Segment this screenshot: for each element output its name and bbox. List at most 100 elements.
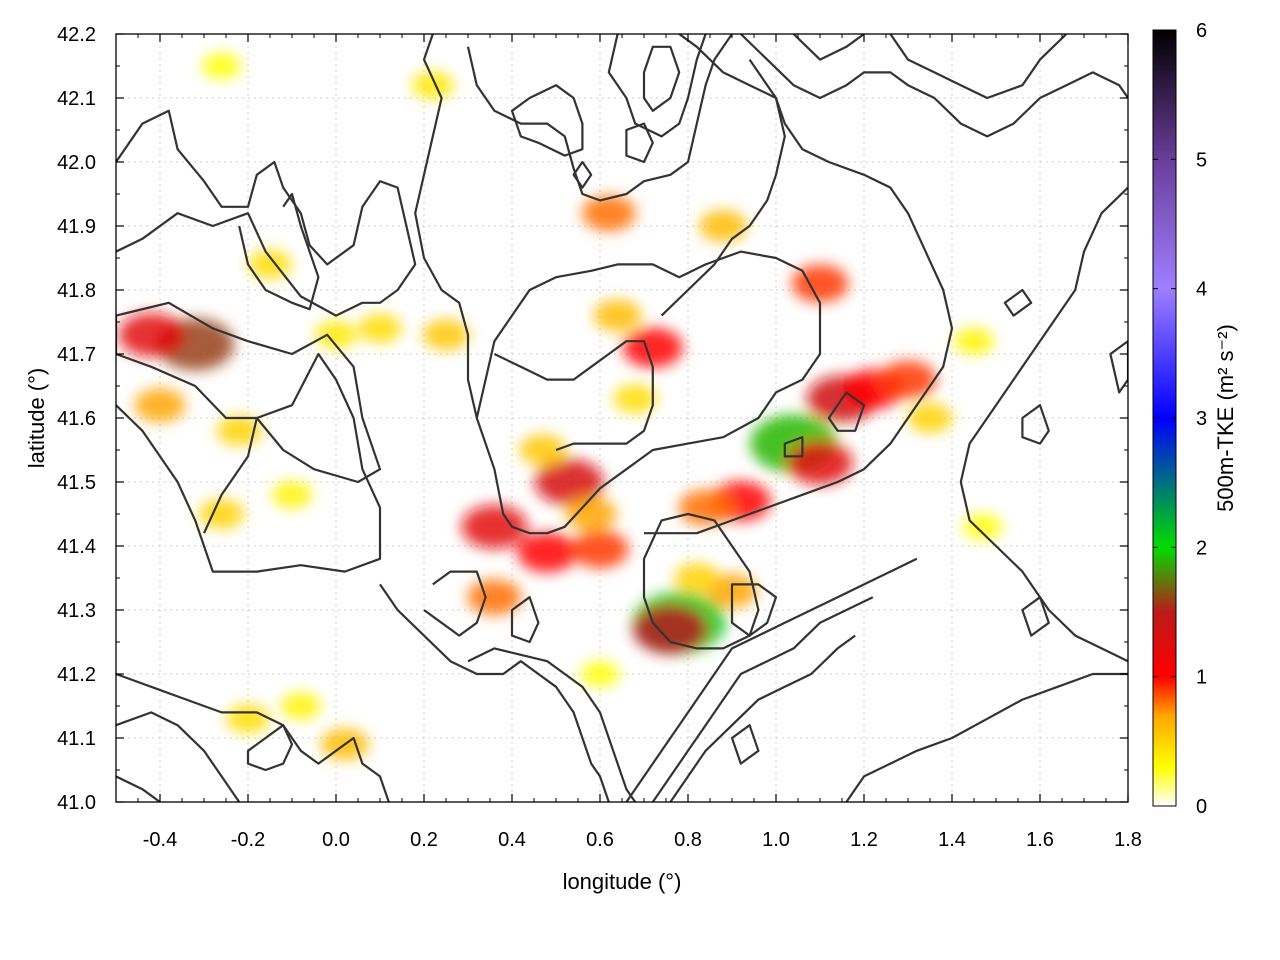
y-tick-label: 41.7	[57, 344, 96, 366]
terrain-contour	[510, 596, 540, 644]
terrain-contour	[792, 34, 865, 61]
y-tick-label: 41.8	[57, 280, 96, 302]
tke-blob	[581, 195, 636, 232]
x-tick-label: 0.0	[322, 829, 350, 851]
y-tick-label: 42.0	[57, 152, 96, 174]
tke-blob	[879, 360, 937, 399]
tke-blob	[280, 692, 322, 720]
terrain-contour	[607, 34, 707, 138]
colorbar-tick-label: 3	[1196, 408, 1207, 430]
terrain-contour	[730, 583, 778, 637]
y-axis-ticks: 41.0 41.1 41.2 41.3 41.4 41.5 41.6 41.7 41.8 41.9…	[57, 24, 1128, 814]
tke-blob	[226, 704, 270, 734]
tke-blob	[519, 434, 567, 466]
tke-blob	[699, 210, 748, 242]
tke-blob	[963, 513, 1003, 540]
tke-blob	[134, 388, 186, 423]
terrain-contour	[1021, 404, 1050, 445]
tke-blob	[467, 579, 522, 616]
tke-blob	[622, 327, 683, 368]
y-tick-label: 41.4	[57, 536, 96, 558]
y-tick-label: 42.1	[57, 88, 96, 110]
tke-blob	[411, 71, 454, 100]
x-tick-label: 1.4	[938, 829, 966, 851]
x-tick-label: 0.4	[498, 829, 526, 851]
terrain-contour	[730, 724, 760, 765]
tke-blob	[358, 313, 402, 343]
terrain-contour	[625, 557, 918, 802]
terrain-contour	[959, 186, 1128, 663]
tke-blob	[422, 319, 470, 351]
x-tick-label: 1.0	[762, 829, 790, 851]
y-tick-label: 42.2	[57, 24, 96, 46]
terrain-contour	[1021, 596, 1050, 637]
terrain-contour	[510, 84, 584, 157]
tke-blob	[907, 403, 953, 433]
tke-blob	[461, 504, 528, 549]
x-tick-label: -0.2	[231, 829, 265, 851]
terrain-contour	[1003, 288, 1033, 317]
colorbar-tick-label: 0	[1196, 796, 1207, 818]
y-axis-title: latitude (°)	[24, 368, 49, 469]
x-tick-label: -0.4	[143, 829, 177, 851]
terrain-contour	[116, 672, 390, 802]
tke-blob	[199, 499, 245, 529]
tke-blob	[953, 327, 995, 355]
terrain-contour	[414, 34, 822, 535]
terrain-contour	[493, 340, 654, 452]
tke-blob	[216, 415, 262, 446]
x-tick-label: 0.2	[410, 829, 438, 851]
tke-blob	[315, 320, 357, 349]
x-tick-label: 1.8	[1114, 829, 1142, 851]
colorbar-tick-label: 5	[1196, 149, 1207, 171]
terrain-contour	[116, 301, 382, 484]
terrain-contour	[1109, 340, 1128, 394]
terrain-contour	[642, 45, 681, 112]
tke-blob	[517, 532, 578, 573]
terrain-contour	[651, 596, 874, 802]
colorbar-tick-label: 1	[1196, 667, 1207, 689]
tke-blob	[118, 312, 185, 357]
colorbar-tick-label: 2	[1196, 537, 1207, 559]
terrain-contour	[642, 512, 760, 650]
tke-blob	[202, 53, 242, 79]
terrain-contour	[116, 775, 161, 802]
terrain-contour	[889, 34, 1068, 100]
terrain-contour	[845, 672, 1128, 802]
y-tick-label: 41.3	[57, 600, 96, 622]
terrain-contour	[827, 391, 866, 432]
y-tick-label: 41.9	[57, 216, 96, 238]
terrain-contour	[660, 58, 786, 317]
y-tick-label: 41.6	[57, 408, 96, 430]
tke-blob	[678, 489, 733, 526]
terrain-contour	[379, 583, 610, 802]
tke-blob	[534, 459, 604, 505]
y-tick-label: 41.2	[57, 664, 96, 686]
x-tick-label: 1.6	[1026, 829, 1054, 851]
x-tick-label: 0.8	[674, 829, 702, 851]
terrain-contour	[740, 34, 1128, 138]
terrain-contour	[423, 570, 487, 637]
terrain-contour	[467, 647, 637, 802]
y-tick-label: 41.5	[57, 472, 96, 494]
x-axis-title: longitude (°)	[563, 869, 682, 894]
colorbar-tick-label: 6	[1196, 20, 1207, 42]
y-tick-label: 41.1	[57, 728, 96, 750]
tke-field-layer	[118, 53, 1003, 761]
tke-blob	[613, 384, 657, 414]
tke-blob	[791, 264, 849, 303]
terrain-contour	[783, 436, 804, 458]
terrain-contour	[116, 109, 417, 317]
tke-blob	[580, 661, 620, 687]
tke-blob	[593, 299, 642, 332]
terrain-contour	[466, 34, 733, 202]
y-tick-label: 41.0	[57, 792, 96, 814]
tke-blob	[271, 481, 313, 509]
terrain-contour	[238, 192, 320, 311]
x-tick-label: 0.6	[586, 829, 614, 851]
x-tick-label: 1.2	[850, 829, 878, 851]
terrain-contour	[625, 122, 654, 164]
colorbar-ticks: 0 1 2 3 4 5 6	[1153, 20, 1207, 818]
terrain-contour	[669, 634, 856, 802]
